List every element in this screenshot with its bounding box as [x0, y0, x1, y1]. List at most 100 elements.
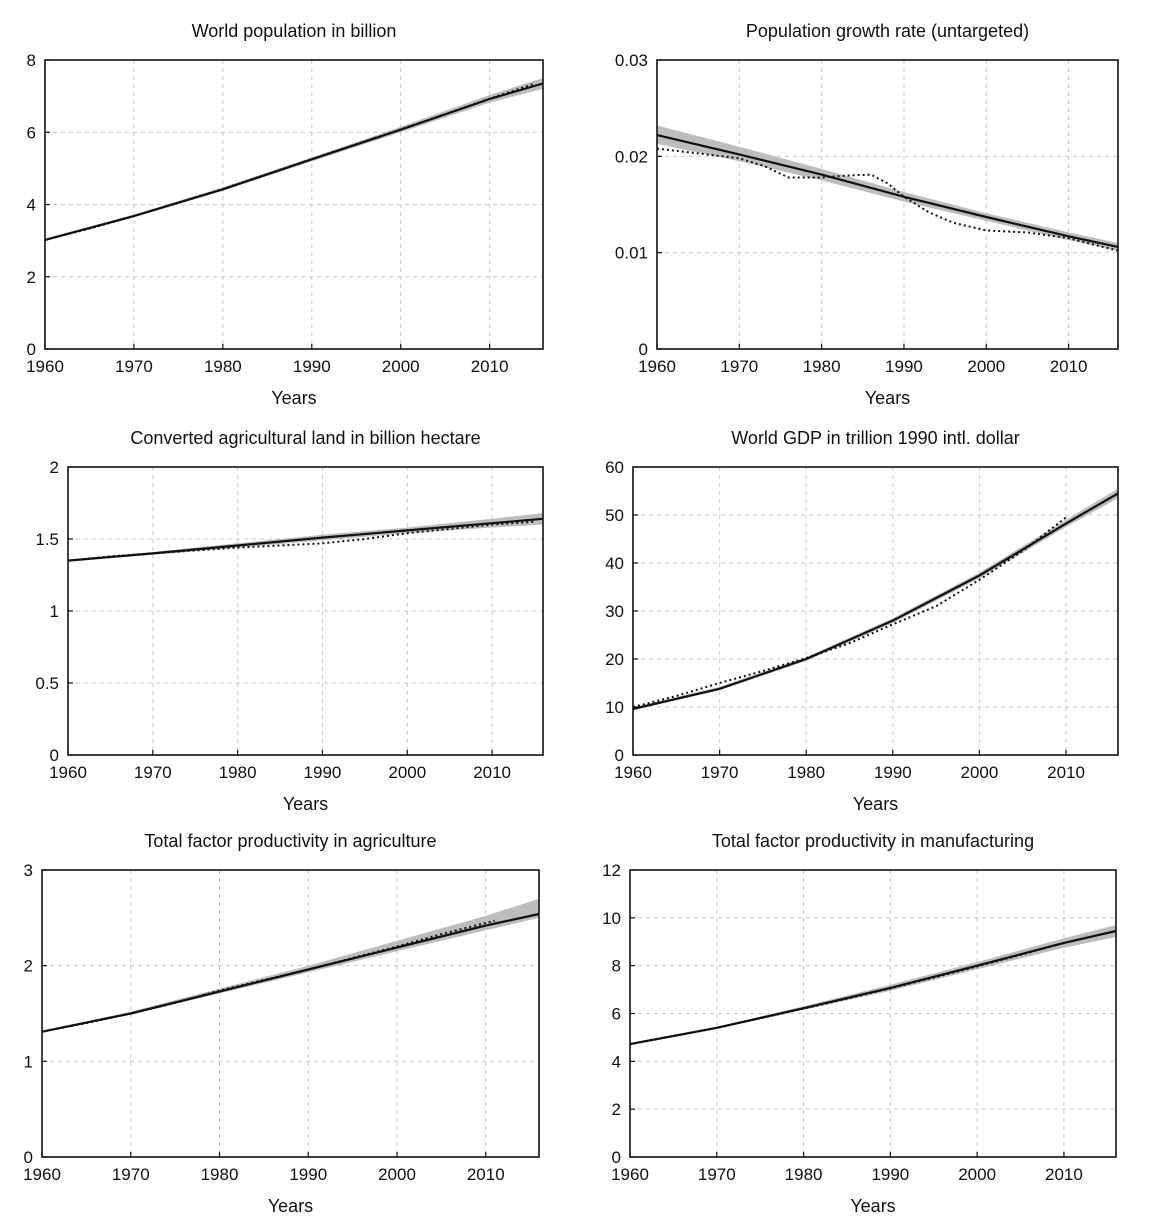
- chart-title: Population growth rate (untargeted): [746, 21, 1029, 41]
- y-tick-label: 30: [605, 602, 624, 621]
- x-tick-label: 1980: [803, 357, 841, 376]
- x-tick-label: 2000: [958, 1165, 996, 1184]
- series-line-model: [656, 134, 1119, 248]
- y-tick-label: 40: [605, 554, 624, 573]
- uncertainty-band: [633, 488, 1118, 711]
- y-tick-label: 2: [50, 458, 59, 477]
- x-tick-label: 2000: [961, 763, 999, 782]
- y-tick-label: 8: [27, 51, 36, 70]
- x-tick-label: 1990: [874, 763, 912, 782]
- x-tick-label: 2000: [382, 357, 420, 376]
- y-tick-label: 0.03: [615, 51, 648, 70]
- plot-frame: [41, 869, 540, 1158]
- y-tick-label: 0: [615, 746, 624, 765]
- chart-tfp-manufacturing: Total factor productivity in manufacturi…: [602, 831, 1117, 1216]
- series-line-data: [67, 520, 535, 562]
- y-tick-label: 6: [27, 123, 36, 142]
- x-tick-label: 1980: [219, 763, 257, 782]
- x-tick-label: 1960: [611, 1165, 649, 1184]
- x-tick-label: 2010: [1045, 1165, 1083, 1184]
- y-tick-label: 20: [605, 650, 624, 669]
- x-tick-label: 2010: [1047, 763, 1085, 782]
- x-tick-label: 1960: [614, 763, 652, 782]
- uncertainty-band: [657, 125, 1118, 251]
- x-tick-label: 1990: [293, 357, 331, 376]
- chart-title: World GDP in trillion 1990 intl. dollar: [731, 428, 1019, 448]
- plot-frame: [656, 59, 1119, 350]
- x-tick-label: 1990: [304, 763, 342, 782]
- x-tick-label: 1990: [289, 1165, 327, 1184]
- y-tick-label: 0.02: [615, 147, 648, 166]
- x-tick-label: 1980: [785, 1165, 823, 1184]
- y-tick-label: 8: [612, 957, 621, 976]
- y-tick-label: 3: [24, 861, 33, 880]
- x-tick-label: 2000: [967, 357, 1005, 376]
- chart-title: World population in billion: [192, 21, 397, 41]
- y-tick-label: 0: [24, 1148, 33, 1167]
- x-axis-label: Years: [283, 794, 328, 814]
- x-tick-label: 2010: [471, 357, 509, 376]
- y-tick-label: 10: [602, 909, 621, 928]
- series-line-data: [44, 82, 535, 241]
- series-line-data: [656, 147, 1119, 252]
- series-line-model: [632, 492, 1119, 710]
- x-tick-label: 1990: [871, 1165, 909, 1184]
- y-tick-label: 4: [612, 1052, 621, 1071]
- series-line-data: [629, 941, 1065, 1046]
- x-axis-label: Years: [853, 794, 898, 814]
- x-tick-label: 2000: [378, 1165, 416, 1184]
- y-tick-label: 0.5: [35, 674, 59, 693]
- series-line-data: [632, 516, 1067, 708]
- y-tick-label: 4: [27, 196, 36, 215]
- x-tick-label: 1980: [787, 763, 825, 782]
- series-line-model: [629, 929, 1117, 1046]
- y-tick-label: 12: [602, 861, 621, 880]
- x-tick-label: 2010: [467, 1165, 505, 1184]
- x-tick-label: 1960: [638, 357, 676, 376]
- x-tick-label: 1960: [49, 763, 87, 782]
- x-tick-label: 2000: [388, 763, 426, 782]
- x-axis-label: Years: [850, 1196, 895, 1216]
- x-tick-label: 1980: [204, 357, 242, 376]
- chart-world-population: World population in billion 1960 1970 1980 1…: [26, 21, 544, 408]
- y-tick-label: 0: [612, 1148, 621, 1167]
- chart-agricultural-land: Converted agricultural land in billion h…: [35, 428, 544, 814]
- x-tick-label: 1970: [698, 1165, 736, 1184]
- x-axis-label: Years: [271, 388, 316, 408]
- x-tick-label: 2010: [473, 763, 511, 782]
- x-tick-label: 2010: [1050, 357, 1088, 376]
- series-line-model: [44, 82, 544, 241]
- y-tick-label: 6: [612, 1005, 621, 1024]
- y-tick-label: 0: [50, 746, 59, 765]
- x-tick-label: 1960: [26, 357, 64, 376]
- x-tick-label: 1960: [23, 1165, 61, 1184]
- x-axis-label: Years: [865, 388, 910, 408]
- x-axis-label: Years: [268, 1196, 313, 1216]
- uncertainty-band: [630, 925, 1116, 1046]
- y-tick-label: 2: [612, 1100, 621, 1119]
- y-tick-label: 1.5: [35, 530, 59, 549]
- chart-world-gdp: World GDP in trillion 1990 intl. dollar 1…: [605, 428, 1119, 814]
- chart-title: Total factor productivity in manufacturi…: [712, 831, 1034, 851]
- y-tick-label: 0: [639, 340, 648, 359]
- chart-tfp-agriculture: Total factor productivity in agriculture…: [23, 831, 540, 1216]
- x-tick-label: 1970: [115, 357, 153, 376]
- chart-population-growth-rate: Population growth rate (untargeted) 1960 1…: [615, 21, 1119, 408]
- y-tick-label: 50: [605, 506, 624, 525]
- chart-title: Total factor productivity in agriculture: [144, 831, 436, 851]
- x-tick-label: 1970: [720, 357, 758, 376]
- y-tick-label: 0.01: [615, 244, 648, 263]
- uncertainty-band: [45, 78, 543, 241]
- x-tick-label: 1990: [885, 357, 923, 376]
- x-tick-label: 1970: [701, 763, 739, 782]
- y-tick-label: 1: [50, 602, 59, 621]
- x-tick-label: 1980: [201, 1165, 239, 1184]
- chart-title: Converted agricultural land in billion h…: [130, 428, 480, 448]
- series-line-data: [41, 919, 495, 1033]
- y-tick-label: 10: [605, 698, 624, 717]
- x-tick-label: 1970: [134, 763, 172, 782]
- y-tick-label: 2: [27, 268, 36, 287]
- y-tick-label: 2: [24, 957, 33, 976]
- y-tick-label: 60: [605, 458, 624, 477]
